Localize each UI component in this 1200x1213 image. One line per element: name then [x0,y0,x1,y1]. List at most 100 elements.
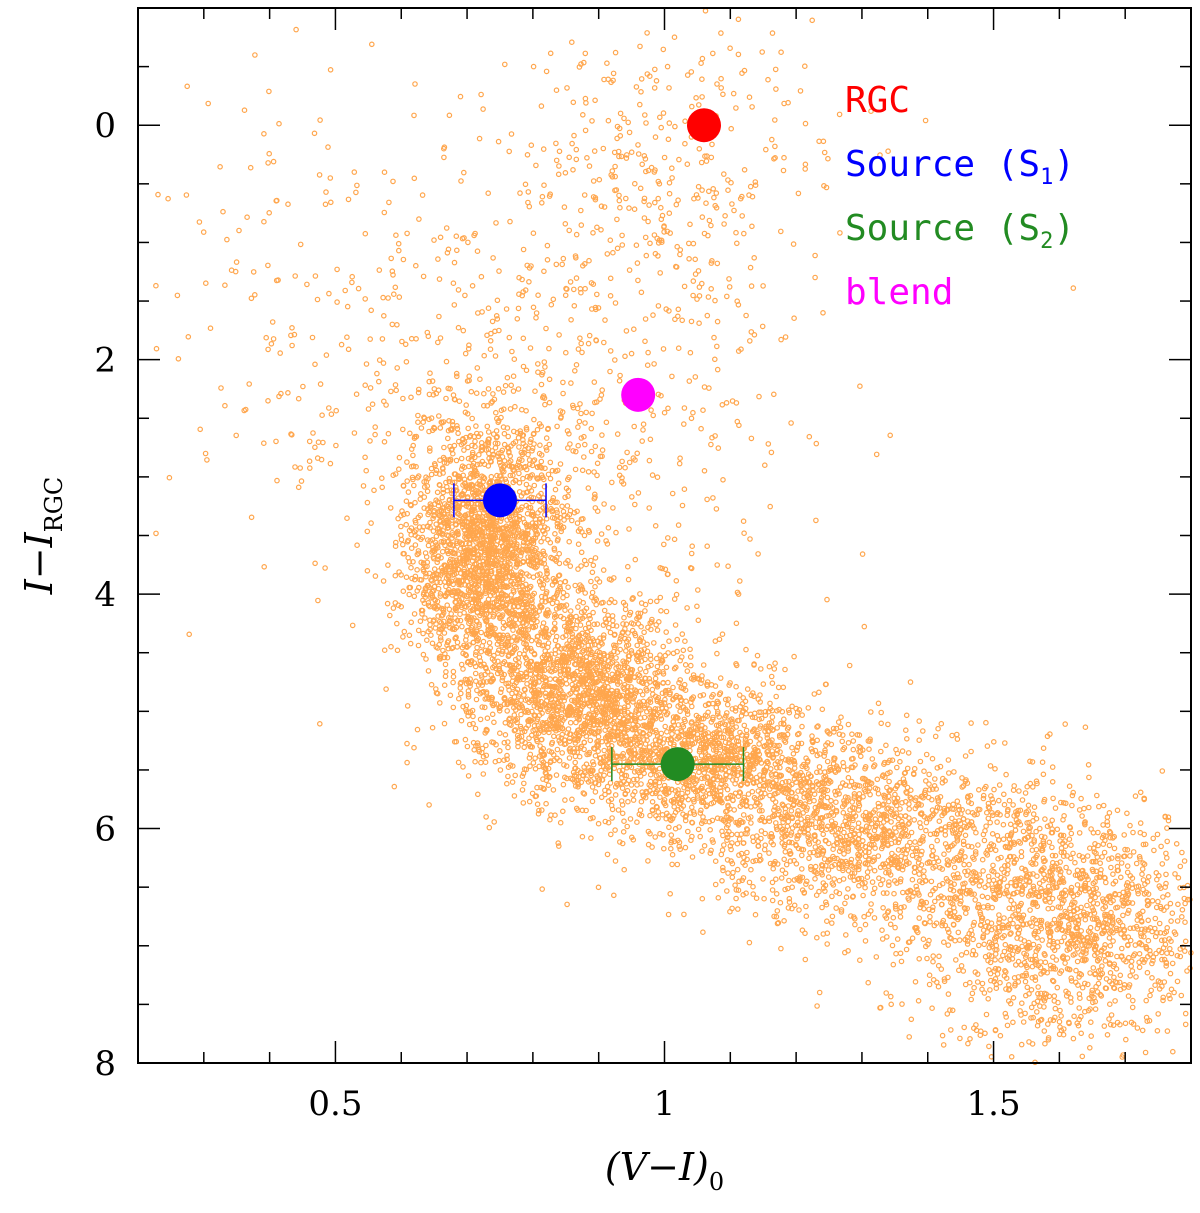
field-star-point [521,744,528,751]
field-star-point [905,750,912,756]
field-star-point [760,876,766,882]
field-star-point [592,555,599,561]
field-star-point [419,192,426,198]
field-star-point [1121,981,1128,988]
field-star-point [899,1001,905,1007]
field-star-point [733,240,740,247]
field-star-point [527,645,534,652]
field-star-point [489,711,496,718]
field-star-point [681,486,688,493]
field-star-point [773,890,780,897]
field-star-point [504,739,511,745]
field-star-point [723,399,730,406]
field-star-point [1082,1008,1088,1015]
field-star-point [537,571,543,577]
field-star-point [1106,856,1112,862]
field-star-point [1007,1000,1014,1007]
field-star-point [523,367,530,374]
field-star-point [969,990,976,997]
field-star-point [729,874,736,881]
field-star-point [802,161,809,168]
field-star-point [822,786,828,793]
field-star-point [550,296,557,303]
field-star-point [724,834,731,841]
field-star-point [909,852,916,859]
field-star-point [1121,926,1128,933]
field-star-point [663,791,670,797]
field-star-point [528,142,535,149]
field-star-point [710,186,717,192]
field-star-point [436,313,442,320]
field-star-point [663,608,670,615]
field-star-point [573,625,579,632]
field-star-point [711,194,717,201]
field-star-point [680,421,687,427]
field-star-point [624,823,631,830]
field-star-point [592,583,598,590]
field-star-point [547,816,553,823]
field-star-point [476,654,483,661]
field-star-point [708,222,714,229]
field-star-point [1050,954,1056,960]
field-star-point [477,716,484,723]
field-star-point [1182,938,1189,945]
field-star-point [565,584,571,591]
field-star-point [855,820,862,827]
field-star-point [1151,847,1157,854]
field-star-point [668,832,675,838]
field-star-point [381,438,388,445]
field-star-point [768,136,775,143]
field-star-point [564,592,570,599]
field-star-point [685,796,692,803]
field-star-point [893,950,899,957]
field-star-point [810,849,817,856]
field-star-point [696,146,703,152]
field-star-point [530,230,537,237]
field-star-point [496,268,502,274]
field-star-point [677,708,683,715]
field-star-point [1108,951,1114,958]
field-star-point [394,321,400,328]
field-star-point [682,638,688,645]
field-star-point [935,962,942,969]
field-star-point [650,312,656,318]
field-star-point [351,430,358,436]
field-star-point [688,69,695,75]
field-star-point [895,839,902,846]
field-star-point [594,472,600,479]
field-star-point [577,335,583,342]
field-star-point [499,677,506,684]
field-star-point [334,299,340,305]
field-star-point [1164,924,1171,931]
field-star-point [477,376,483,383]
field-star-point [820,831,827,838]
field-star-point [939,1032,946,1039]
field-star-point [459,623,465,630]
field-star-point [876,875,882,882]
field-star-point [684,828,691,835]
field-star-point [353,189,359,196]
field-star-point [651,199,658,206]
field-star-point [906,815,912,821]
field-star-point [916,737,923,744]
field-star-point [543,68,550,75]
field-star-point [734,840,741,847]
field-star-point [510,472,516,479]
field-star-point [687,662,694,669]
field-star-point [751,331,758,338]
field-star-point [1100,930,1106,937]
field-star-point [1000,836,1007,843]
field-star-point [535,810,542,817]
field-star-point [1050,795,1056,802]
field-star-point [789,884,796,891]
field-star-point [1141,861,1148,868]
field-star-point [184,83,191,90]
field-star-point [318,456,325,463]
field-star-point [947,934,953,941]
field-star-point [1040,745,1047,752]
field-star-point [1092,1006,1099,1012]
field-star-point [701,467,708,474]
field-star-point [708,441,714,448]
field-star-point [664,63,671,70]
field-star-point [224,236,230,243]
